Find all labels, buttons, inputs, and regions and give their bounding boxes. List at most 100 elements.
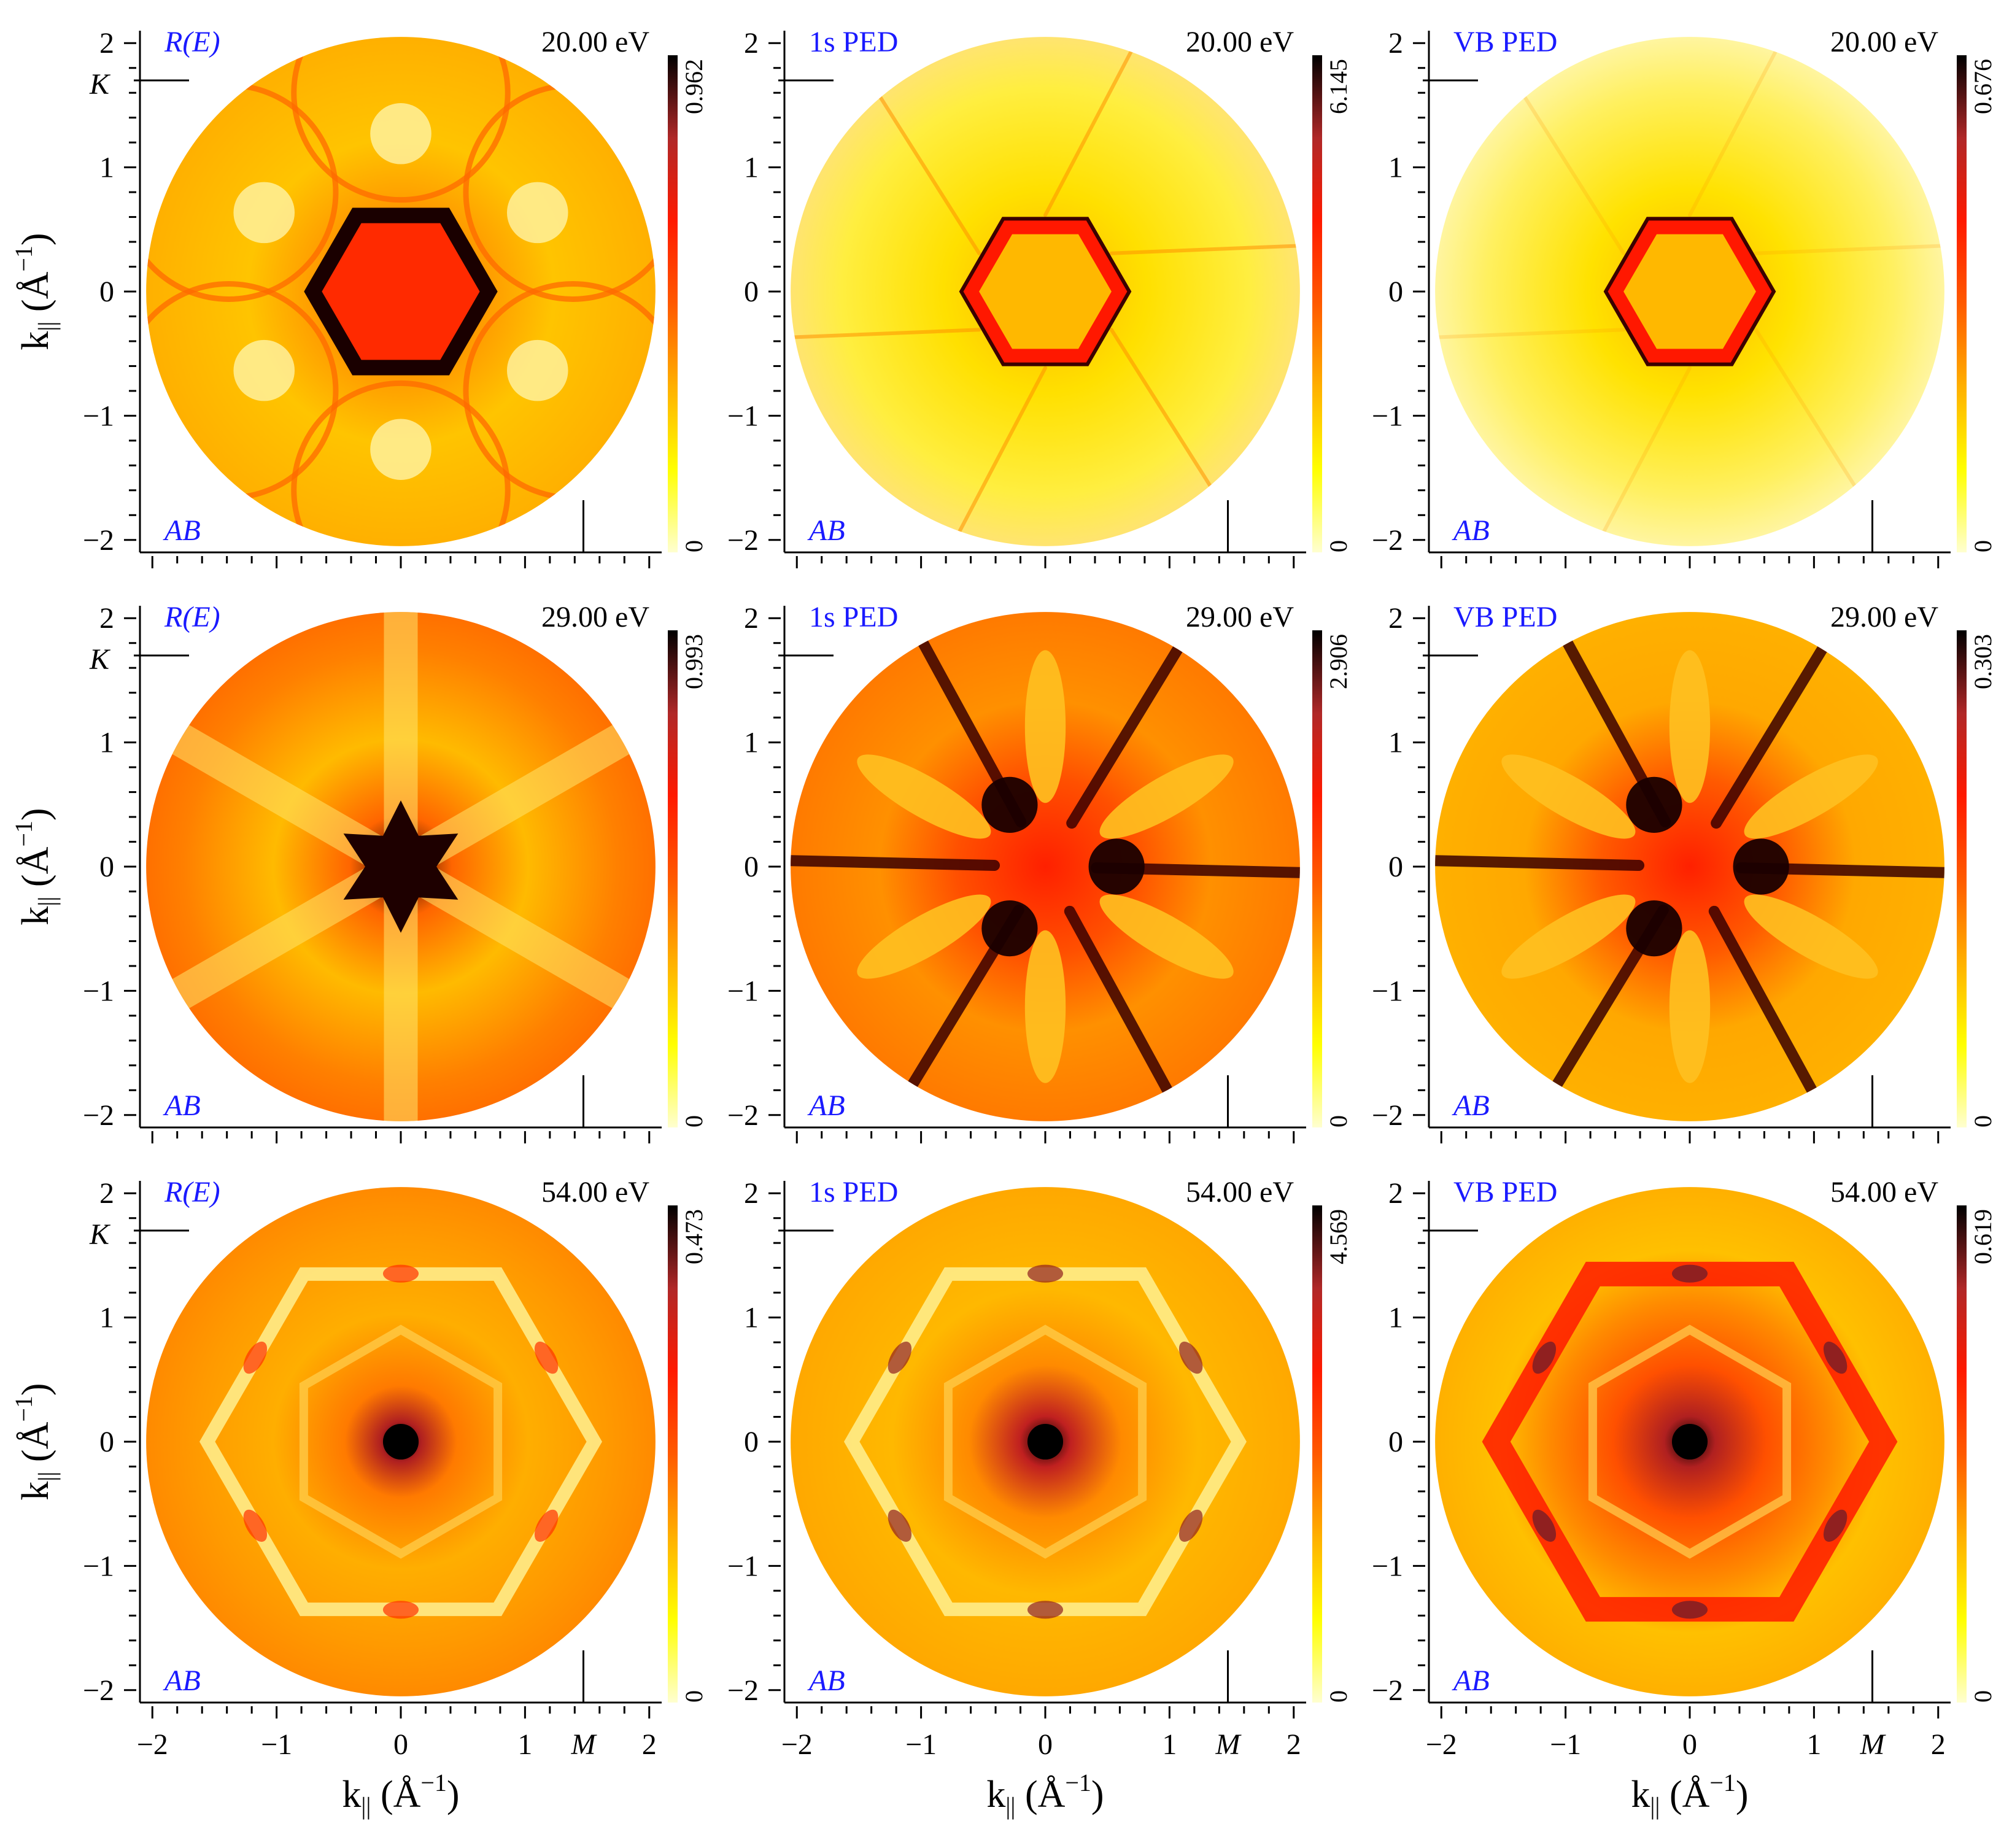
- bright-lobe: [1744, 754, 1878, 839]
- x-tick-label: −2: [1426, 1728, 1457, 1761]
- colorbar-min-label: 0: [680, 1115, 708, 1127]
- bright-lobe: [1024, 930, 1066, 1083]
- spot: [1027, 1601, 1064, 1619]
- y-tick-label: 2: [1388, 602, 1403, 635]
- bright-lobe: [1024, 650, 1066, 803]
- y-tick-label: −1: [1372, 975, 1403, 1007]
- y-tick-label: −1: [83, 1550, 114, 1582]
- streak: [1688, 38, 1784, 217]
- panel-0-0: −2 −1 0 1 2 K R(E) 20.00 eV AB 0.962 0: [83, 26, 708, 568]
- x-tick-label: 1: [517, 1728, 532, 1761]
- panel-2-2: −2 −1 0 1 2 −2 −1 0 1 2 M VB PED 54.00 eV AB 0.619 0: [1372, 1176, 1997, 1761]
- panel-1-2: −2 −1 0 1 2 VB PED 29.00 eV AB 0.303 0: [1372, 601, 1997, 1143]
- hexagon-inner: [322, 223, 480, 360]
- colorbar: [1312, 630, 1322, 1127]
- y-tick-label: −1: [1372, 400, 1403, 432]
- y-tick-label: 0: [99, 1426, 114, 1458]
- y-axis-label-part: (Å: [15, 271, 56, 321]
- panel-title: 1s PED: [809, 26, 898, 58]
- y-tick-label: −1: [727, 975, 759, 1007]
- spot: [243, 1509, 268, 1542]
- y-tick-label: −2: [83, 1674, 114, 1707]
- pattern-features: [1435, 38, 1944, 545]
- y-axis-label-part: ||: [33, 322, 61, 331]
- energy-label: 20.00 eV: [1186, 26, 1294, 58]
- arc-feature: [291, 37, 511, 203]
- panel-title: VB PED: [1453, 601, 1557, 633]
- x-axis-label-part: ||: [361, 1792, 371, 1820]
- colorbar: [668, 630, 678, 1127]
- x-axis-label-part: ): [447, 1774, 460, 1815]
- dark-lobe: [1626, 776, 1682, 833]
- y-axis-label-part: ): [15, 1383, 56, 1396]
- bright-spot: [233, 182, 295, 244]
- ab-label: AB: [163, 514, 201, 547]
- y-tick-label: −1: [83, 400, 114, 432]
- y-axis-label-part: ): [15, 808, 56, 821]
- y-tick-label: 0: [1388, 1426, 1403, 1458]
- dark-ridge: [791, 855, 1000, 872]
- y-tick-label: 2: [1388, 27, 1403, 60]
- pattern-features: [1482, 1261, 1898, 1622]
- bright-lobe: [1744, 894, 1878, 979]
- y-tick-label: 2: [744, 602, 759, 635]
- y-axis-label-part: −1: [10, 1396, 37, 1422]
- streak: [1516, 85, 1626, 255]
- y-tick-label: −2: [727, 524, 759, 557]
- y-axis-label-part: ): [15, 233, 56, 245]
- ab-label: AB: [1452, 514, 1490, 547]
- bright-lobe: [1099, 754, 1234, 839]
- x-tick-label: −2: [781, 1728, 813, 1761]
- x-axis-label: k|| (Å−1): [342, 1769, 459, 1820]
- spot: [1671, 1264, 1708, 1283]
- pattern-features: [791, 637, 1300, 1096]
- center-spot: [382, 1423, 419, 1460]
- spot: [534, 1509, 559, 1542]
- y-axis-label-part: −1: [10, 245, 37, 272]
- dark-ridge: [1708, 905, 1817, 1096]
- center-spot: [1671, 1423, 1708, 1460]
- dark-lobe: [1733, 838, 1789, 895]
- y-tick-label: 2: [744, 1177, 759, 1210]
- y-axis-label-part: −1: [10, 821, 37, 847]
- energy-label: 29.00 eV: [1186, 601, 1294, 633]
- spot: [1532, 1509, 1557, 1542]
- x-tick-label: 0: [393, 1728, 408, 1761]
- panel-2-1: −2 −1 0 1 2 −2 −1 0 1 2 M 1s PED 54.00 eV AB 4.569 0: [727, 1176, 1352, 1761]
- y-tick-label: −1: [727, 1550, 759, 1582]
- dark-ridge: [1066, 643, 1183, 829]
- y-axis-label-part: k: [15, 331, 56, 350]
- y-tick-label: 0: [1388, 851, 1403, 883]
- panel-title: R(E): [164, 601, 220, 633]
- panel-1-0: −2 −1 0 1 2 K R(E) 29.00 eV AB 0.993 0: [83, 601, 708, 1143]
- energy-label: 54.00 eV: [1186, 1176, 1294, 1208]
- bright-lobe: [1501, 754, 1636, 839]
- y-tick-label: 1: [1388, 152, 1403, 184]
- x-tick-label: 2: [1931, 1728, 1946, 1761]
- spot: [1178, 1509, 1203, 1542]
- bright-spot: [506, 339, 568, 401]
- star-core: [343, 800, 459, 933]
- spot: [888, 1341, 912, 1374]
- colorbar-min-label: 0: [1325, 1115, 1352, 1127]
- x-axis-label-part: k: [1631, 1774, 1650, 1815]
- panel-0-1: −2 −1 0 1 2 1s PED 20.00 eV AB 6.145 0: [727, 26, 1352, 568]
- inner-hexagon: [943, 1324, 1147, 1559]
- spot: [243, 1341, 268, 1374]
- x-tick-label: 1: [1162, 1728, 1177, 1761]
- x-axis-label-part: ): [1736, 1774, 1749, 1815]
- ab-label: AB: [163, 1664, 201, 1697]
- x-tick-label: 2: [642, 1728, 657, 1761]
- ab-label: AB: [807, 1664, 845, 1697]
- dark-lobe: [1088, 838, 1145, 895]
- y-axis-label: k|| (Å−1): [10, 1383, 61, 1500]
- hexagon-ring: [843, 1267, 1247, 1617]
- streak: [1435, 328, 1626, 340]
- bright-lobe: [857, 754, 991, 839]
- pattern-features: [152, 612, 649, 1121]
- panel-title: R(E): [164, 1176, 220, 1208]
- x-tick-label: 1: [1806, 1728, 1821, 1761]
- x-tick-label: −1: [261, 1728, 292, 1761]
- x-axis-label-part: ||: [1650, 1792, 1660, 1820]
- colorbar-min-label: 0: [1325, 540, 1352, 552]
